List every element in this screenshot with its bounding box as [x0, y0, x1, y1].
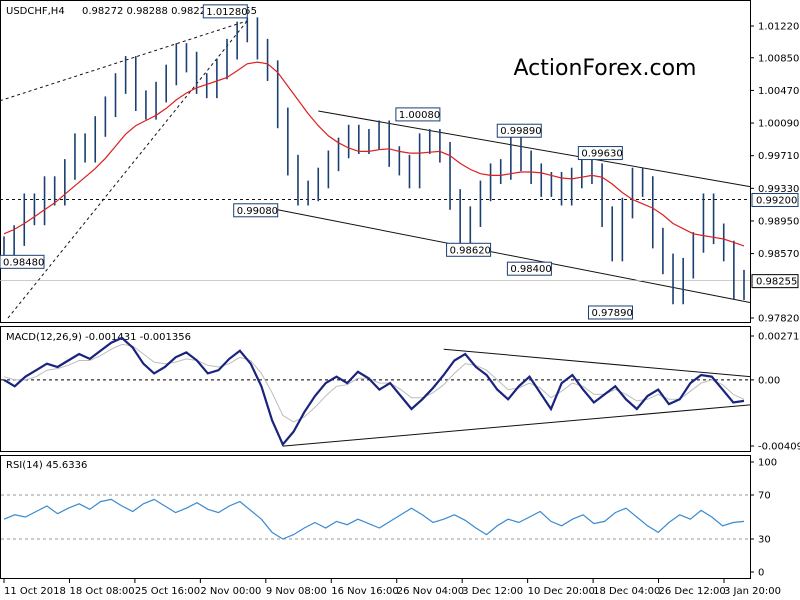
- macd-title: MACD(12,26,9) -0.001431 -0.001356: [6, 332, 191, 343]
- current-price-box: [751, 274, 799, 289]
- x-tick-label: 25 Oct 16:00: [135, 586, 200, 597]
- x-tick-label: 26 Nov 04:00: [397, 586, 464, 597]
- level-label-text: 0.99630: [581, 149, 622, 160]
- price-tick-label: 0.99710: [758, 151, 799, 162]
- symbol-label: USDCHF,H4: [6, 6, 65, 17]
- x-tick-label: 2 Nov 00:00: [200, 586, 261, 597]
- level-label-box: [446, 242, 492, 257]
- rsi-group: 100 70 30 0: [1, 458, 777, 579]
- macd-panel: [0, 326, 751, 452]
- price-tick-label: 1.01220: [758, 22, 799, 33]
- macd-tick-label: -0.004093: [758, 442, 800, 453]
- level-label: 0.98620: [446, 242, 492, 257]
- level-label-box: [0, 254, 45, 269]
- rsi-line: [3, 498, 745, 540]
- macd-line: [3, 336, 745, 447]
- level-label: 1.00080: [395, 107, 441, 122]
- x-tick-label: 10 Dec 20:00: [528, 586, 595, 597]
- current-price-text: 0.98255: [756, 277, 797, 288]
- level-label-text: 0.99080: [237, 206, 278, 217]
- level-label: 0.99890: [496, 123, 542, 138]
- channel-lower: [277, 209, 751, 304]
- macd-resistance-trendline: [443, 348, 751, 378]
- level-label-text: 0.97890: [591, 308, 632, 319]
- level-label-box: [395, 107, 441, 122]
- x-tick-label: 3 Jan 20:00: [724, 586, 781, 597]
- ohlc-values: 0.98272 0.98288 0.98220 0.98255: [82, 6, 257, 17]
- x-tick-label: 26 Dec 12:00: [659, 586, 726, 597]
- price-series: [3, 17, 745, 305]
- current-price-label: 0.98255: [751, 274, 799, 289]
- level-label-box: [202, 4, 248, 19]
- price-tick-label: 0.98570: [758, 249, 799, 260]
- rsi-tick-label: 100: [758, 458, 777, 469]
- price-tick-label: 0.98950: [758, 216, 799, 227]
- level-label-text: 0.98480: [3, 257, 44, 268]
- level-label-text: 0.98400: [510, 264, 551, 275]
- level-label: 1.01280: [202, 4, 248, 19]
- macd-tick-label: 0.00: [758, 375, 780, 386]
- level-label-text: 1.01280: [206, 7, 247, 18]
- price-tick-label: 1.00850: [758, 53, 799, 64]
- x-tick-label: 16 Nov 16:00: [331, 586, 398, 597]
- price-panel: [0, 0, 751, 323]
- level-label: 0.98480: [0, 254, 45, 269]
- price-tick-label: 0.97820: [758, 314, 799, 325]
- macd-tick-label: 0.002717: [758, 332, 800, 343]
- x-tick-label: 18 Oct 08:00: [69, 586, 134, 597]
- resistance-label-box: [751, 192, 799, 207]
- rsi-tick-label: 30: [758, 535, 771, 546]
- macd-support-trendline: [282, 404, 751, 447]
- price-tick-label: 1.00470: [758, 86, 799, 97]
- rsi-title: RSI(14) 45.6336: [6, 460, 87, 471]
- watermark: ActionForex.com: [514, 56, 697, 81]
- macd-group: 0.002717 0.00 -0.004093: [1, 332, 800, 453]
- price-axis: 1.01220 1.00850 1.00470 1.00090 0.99710 0.993…: [750, 22, 799, 325]
- x-tick-label: 11 Oct 2018: [4, 586, 66, 597]
- channel-upper: [318, 110, 751, 188]
- level-label: 0.98400: [506, 261, 552, 276]
- trendlines: [0, 20, 751, 319]
- x-tick-label: 9 Nov 08:00: [266, 586, 327, 597]
- rsi-tick-label: 70: [758, 491, 771, 502]
- level-label-box: [233, 203, 279, 218]
- level-label-text: 1.00080: [399, 110, 440, 121]
- level-label-text: 0.99890: [500, 126, 541, 137]
- level-label-box: [577, 146, 623, 161]
- x-tick-label: 18 Dec 04:00: [593, 586, 660, 597]
- sma-line: [3, 61, 745, 247]
- level-label-box: [587, 305, 633, 320]
- price-levels: 1.01280 1.00080 0.99890 0.99630 0.99080 0.986…: [0, 4, 799, 320]
- price-tick-label: 0.99330: [758, 184, 799, 195]
- level-label-box: [496, 123, 542, 138]
- level-label-text: 0.98620: [450, 245, 491, 256]
- resistance-axis-label: 0.99200: [751, 192, 799, 207]
- price-tick-label: 1.00090: [758, 119, 799, 130]
- dotted-trendline-upper: [0, 20, 248, 102]
- rsi-panel: [0, 455, 751, 579]
- level-label: 0.99630: [577, 146, 623, 161]
- x-tick-label: 3 Dec 12:00: [462, 586, 523, 597]
- level-label: 0.99080: [233, 203, 279, 218]
- x-axis: 11 Oct 2018 18 Oct 08:00 25 Oct 16:00 2 Nov…: [3, 579, 781, 597]
- rsi-tick-label: 0: [758, 568, 764, 579]
- level-label: 0.97890: [587, 305, 633, 320]
- resistance-label-text: 0.99200: [756, 195, 797, 206]
- level-label-box: [506, 261, 552, 276]
